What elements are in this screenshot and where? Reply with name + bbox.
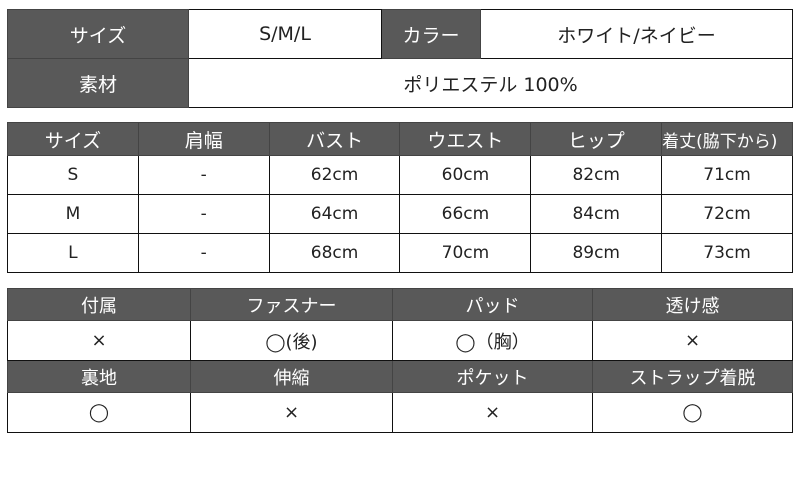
feature-header: パッド — [392, 288, 593, 321]
feature-value: × — [592, 320, 793, 361]
feature-header: ファスナー — [190, 288, 393, 321]
table-cell: 66cm — [399, 194, 532, 234]
table-cell: 82cm — [530, 155, 663, 195]
table-cell: - — [137, 155, 270, 195]
table-cell: 72cm — [661, 194, 793, 234]
feature-header: 透け感 — [592, 288, 793, 321]
size-label: サイズ — [7, 9, 189, 59]
table-cell: - — [137, 233, 270, 273]
basic-info-table: サイズ S/M/L カラー ホワイト/ネイビー 素材 ポリエステル 100% — [7, 9, 793, 108]
size-value: S/M/L — [188, 9, 382, 59]
table-cell: M — [7, 194, 139, 234]
column-header: 着丈(脇下から) — [661, 122, 793, 156]
feature-value: ◯ — [7, 392, 191, 433]
feature-value: × — [392, 392, 593, 433]
material-label: 素材 — [7, 58, 189, 108]
table-row: M - 64cm 66cm 84cm 72cm — [7, 194, 793, 234]
column-header: バスト — [268, 122, 401, 156]
feature-header: 裏地 — [7, 360, 191, 393]
feature-value: ◯(後) — [190, 320, 393, 361]
features-value-row: ◯ × × ◯ — [7, 392, 793, 433]
material-row: 素材 ポリエステル 100% — [7, 58, 793, 108]
features-header-row: 付属 ファスナー パッド 透け感 — [7, 288, 793, 321]
table-row: S - 62cm 60cm 82cm 71cm — [7, 155, 793, 195]
features-table: 付属 ファスナー パッド 透け感 × ◯(後) ◯（胸） × 裏地 伸縮 ポケッ… — [7, 288, 793, 433]
table-cell: - — [137, 194, 270, 234]
table-cell: S — [7, 155, 139, 195]
column-header: サイズ — [7, 122, 139, 156]
feature-header: 付属 — [7, 288, 191, 321]
feature-header: ポケット — [392, 360, 593, 393]
color-value: ホワイト/ネイビー — [480, 9, 793, 59]
table-cell: 62cm — [268, 155, 401, 195]
feature-value: × — [7, 320, 191, 361]
measurements-table: サイズ 肩幅 バスト ウエスト ヒップ 着丈(脇下から) S - 62cm 60… — [7, 122, 793, 273]
column-header: 肩幅 — [137, 122, 270, 156]
feature-value: × — [190, 392, 393, 433]
table-cell: 64cm — [268, 194, 401, 234]
features-header-row: 裏地 伸縮 ポケット ストラップ着脱 — [7, 360, 793, 393]
table-cell: 60cm — [399, 155, 532, 195]
table-cell: L — [7, 233, 139, 273]
table-cell: 89cm — [530, 233, 663, 273]
features-value-row: × ◯(後) ◯（胸） × — [7, 320, 793, 361]
feature-value: ◯（胸） — [392, 320, 593, 361]
table-cell: 84cm — [530, 194, 663, 234]
size-color-row: サイズ S/M/L カラー ホワイト/ネイビー — [7, 9, 793, 59]
column-header: ウエスト — [399, 122, 532, 156]
table-cell: 68cm — [268, 233, 401, 273]
table-cell: 71cm — [661, 155, 793, 195]
feature-header: ストラップ着脱 — [592, 360, 793, 393]
table-cell: 73cm — [661, 233, 793, 273]
feature-value: ◯ — [592, 392, 793, 433]
material-value: ポリエステル 100% — [188, 58, 793, 108]
table-row: L - 68cm 70cm 89cm 73cm — [7, 233, 793, 273]
feature-header: 伸縮 — [190, 360, 393, 393]
column-header: ヒップ — [530, 122, 663, 156]
color-label: カラー — [381, 9, 481, 59]
table-cell: 70cm — [399, 233, 532, 273]
measurements-header-row: サイズ 肩幅 バスト ウエスト ヒップ 着丈(脇下から) — [7, 122, 793, 156]
